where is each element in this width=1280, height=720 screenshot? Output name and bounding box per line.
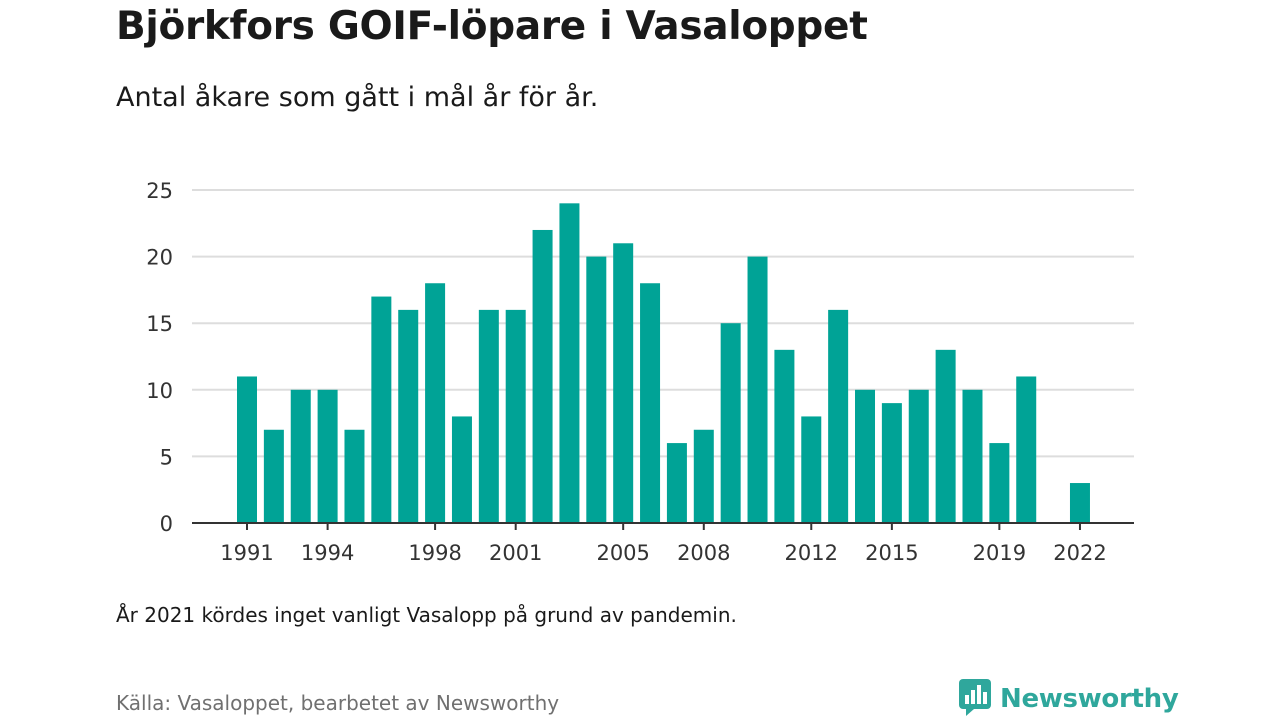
x-tick-label: 2005 <box>596 541 649 565</box>
chart-title: Björkfors GOIF-löpare i Vasaloppet <box>116 4 868 49</box>
bar-1994 <box>317 389 338 523</box>
bar-1995 <box>344 429 365 523</box>
y-tick-label: 0 <box>160 512 173 536</box>
bar-2004 <box>586 256 607 523</box>
bar-2009 <box>720 323 741 523</box>
bar-2012 <box>801 416 822 523</box>
bar-2014 <box>855 389 876 523</box>
bar-2019 <box>989 443 1010 523</box>
bar-2008 <box>693 429 714 523</box>
y-tick-label: 5 <box>160 445 173 469</box>
bar-chart: 0 5 10 15 20 25 1991 1994 1998 2001 2005 2008 2012 20… <box>146 179 1134 565</box>
bar-2000 <box>478 309 499 523</box>
bar-2003 <box>559 203 580 523</box>
brand-name: Newsworthy <box>1000 684 1179 714</box>
x-tick-label: 1994 <box>301 541 354 565</box>
bar-2007 <box>666 443 687 523</box>
bar-2016 <box>908 389 929 523</box>
y-tick-label: 20 <box>146 246 173 270</box>
bar-2011 <box>774 349 795 523</box>
bar-1991 <box>237 376 257 523</box>
bar-2002 <box>532 229 553 523</box>
chart-note: År 2021 kördes inget vanligt Vasalopp på… <box>116 603 737 627</box>
bar-2017 <box>935 349 956 523</box>
bar-2015 <box>881 403 902 523</box>
bar-2001 <box>505 309 526 523</box>
bar-2022 <box>1069 483 1090 523</box>
y-tick-label: 25 <box>146 179 173 203</box>
bar-2020 <box>1016 376 1037 523</box>
x-tick-label: 2019 <box>973 541 1026 565</box>
bar-2010 <box>747 256 768 523</box>
bar-1996 <box>371 296 392 523</box>
bar-2013 <box>828 309 849 523</box>
y-tick-label: 10 <box>146 379 173 403</box>
bar-1998 <box>425 283 446 523</box>
x-tick-label: 1998 <box>408 541 461 565</box>
bar-1999 <box>451 416 472 523</box>
x-tick-label: 2001 <box>489 541 542 565</box>
chart-subtitle: Antal åkare som gått i mål år för år. <box>116 82 599 113</box>
bar-2005 <box>613 243 634 523</box>
x-tick-label: 2022 <box>1053 541 1106 565</box>
bar-1997 <box>398 309 419 523</box>
bar-1993 <box>290 389 311 523</box>
bar-2018 <box>962 389 983 523</box>
axes: 0 5 10 15 20 25 1991 1994 1998 2001 2005 2008 2012 20… <box>146 179 1134 565</box>
bar-1992 <box>263 429 284 523</box>
x-tick-label: 2012 <box>785 541 838 565</box>
x-tick-label: 1991 <box>220 541 273 565</box>
y-tick-label: 15 <box>146 312 173 336</box>
bars <box>237 203 1090 523</box>
x-tick-label: 2008 <box>677 541 730 565</box>
x-tick-label: 2015 <box>865 541 918 565</box>
bar-2006 <box>640 283 661 523</box>
brand-logo[interactable]: Newsworthy <box>958 678 1179 720</box>
newsworthy-logo-icon <box>958 678 992 720</box>
source-text: Källa: Vasaloppet, bearbetet av Newswort… <box>116 691 560 715</box>
